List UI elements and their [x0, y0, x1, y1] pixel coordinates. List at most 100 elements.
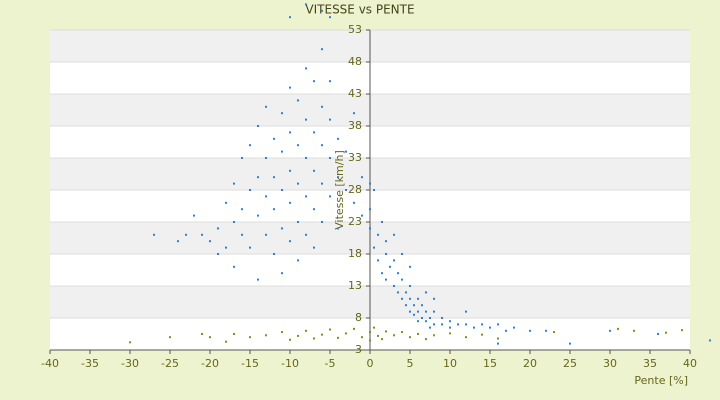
point [393, 233, 395, 236]
point [545, 329, 547, 332]
point [233, 221, 235, 223]
point [369, 208, 371, 211]
y-tick-label: 13 [348, 279, 362, 292]
point [633, 329, 635, 332]
point [321, 105, 323, 108]
point [681, 329, 683, 332]
point [225, 201, 227, 204]
point [345, 332, 347, 335]
point [421, 317, 423, 319]
point [337, 137, 339, 140]
point [273, 176, 275, 179]
point [429, 317, 431, 319]
point [449, 332, 451, 335]
point [393, 334, 395, 337]
point [249, 336, 251, 339]
x-tick-label: 15 [483, 357, 497, 370]
point [345, 189, 347, 191]
point [169, 336, 171, 339]
point [417, 333, 419, 335]
point [457, 323, 459, 326]
point [329, 118, 331, 121]
point [273, 137, 275, 140]
point [413, 304, 415, 307]
point [313, 80, 315, 83]
point [489, 326, 491, 329]
point [449, 320, 451, 323]
point [313, 169, 315, 172]
point [265, 195, 267, 198]
point [373, 326, 375, 329]
point [401, 278, 403, 281]
point [233, 265, 235, 268]
point [709, 339, 711, 342]
point [305, 157, 307, 159]
point [529, 329, 531, 332]
point [473, 326, 475, 329]
point [265, 334, 267, 337]
point [373, 246, 375, 249]
y-tick-label: 43 [348, 87, 362, 100]
point [225, 246, 227, 249]
point [305, 233, 307, 236]
point [353, 201, 355, 204]
point [297, 144, 299, 147]
point [249, 246, 251, 249]
point [281, 227, 283, 230]
point [413, 313, 415, 316]
point [201, 333, 203, 335]
point [465, 310, 467, 313]
point [433, 323, 435, 326]
x-tick-label: 10 [443, 357, 457, 370]
point [405, 291, 407, 294]
point [289, 16, 291, 19]
point [209, 336, 211, 339]
point [609, 329, 611, 332]
point [289, 169, 291, 172]
point [177, 240, 179, 243]
y-tick-label: 38 [348, 119, 362, 132]
point [429, 326, 431, 329]
point [465, 336, 467, 339]
point [401, 253, 403, 255]
point [497, 337, 499, 340]
x-tick-label: -30 [121, 357, 139, 370]
point [337, 227, 339, 230]
point [401, 331, 403, 334]
point [465, 323, 467, 326]
point [417, 310, 419, 313]
point [257, 125, 259, 127]
point [433, 334, 435, 337]
point [409, 265, 411, 268]
x-tick-label: -40 [41, 357, 59, 370]
point [405, 304, 407, 307]
point [289, 86, 291, 89]
point [273, 208, 275, 211]
point [305, 118, 307, 121]
chart-title: VITESSE vs PENTE [305, 3, 414, 17]
point [153, 233, 155, 236]
point [329, 16, 331, 19]
point [273, 253, 275, 255]
x-tick-label: 25 [563, 357, 577, 370]
y-tick-label: 18 [348, 247, 362, 260]
point [193, 214, 195, 217]
x-tick-label: -25 [161, 357, 179, 370]
point [313, 208, 315, 211]
point [257, 176, 259, 179]
point [185, 233, 187, 236]
x-tick-label: 35 [643, 357, 657, 370]
x-tick-label: -35 [81, 357, 99, 370]
point [369, 339, 371, 342]
point [433, 310, 435, 313]
point [305, 329, 307, 332]
point [329, 195, 331, 198]
point [409, 310, 411, 313]
point [397, 272, 399, 275]
point [337, 336, 339, 339]
point [249, 144, 251, 147]
point [433, 297, 435, 300]
point [209, 240, 211, 243]
point [505, 329, 507, 332]
y-tick-label: 28 [348, 183, 362, 196]
